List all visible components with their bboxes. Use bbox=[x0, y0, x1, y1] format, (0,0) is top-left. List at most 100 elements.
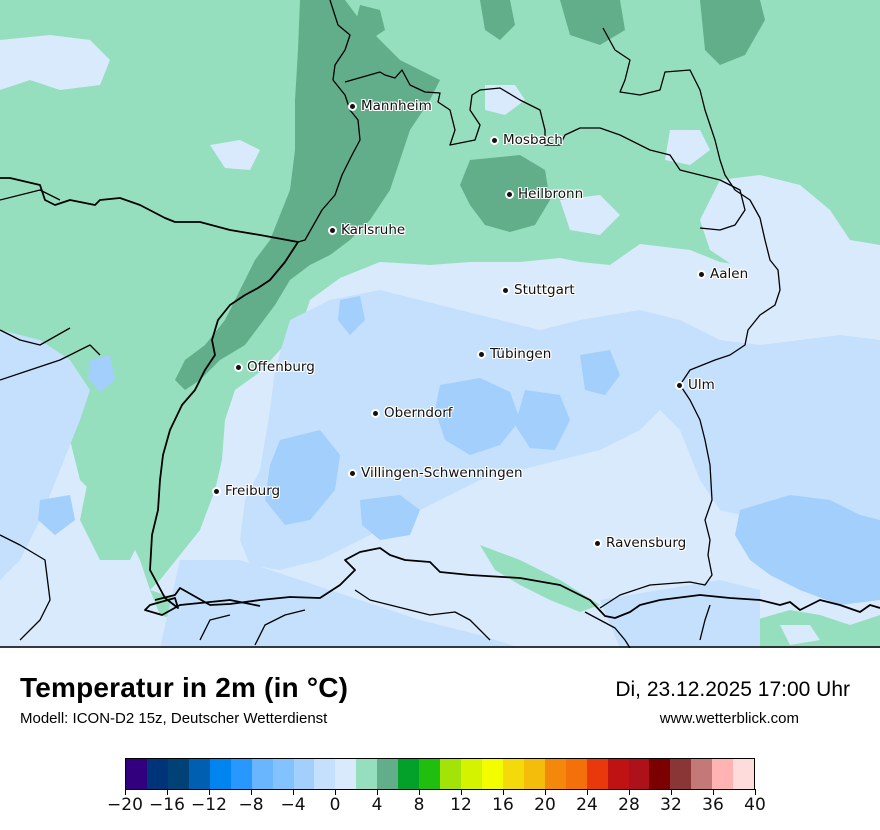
city-marker-icon bbox=[214, 488, 219, 494]
colorbar-bin bbox=[251, 759, 273, 789]
colorbar-tick-label: 28 bbox=[618, 795, 640, 815]
city-marker-icon bbox=[503, 287, 508, 293]
colorbar-bin bbox=[712, 759, 734, 789]
colorbar-bin bbox=[523, 759, 545, 789]
colorbar-tick-label: −12 bbox=[191, 795, 227, 815]
city-label: Mannheim bbox=[350, 98, 432, 114]
colorbar-bin bbox=[230, 759, 252, 789]
colorbar-bin bbox=[733, 759, 755, 789]
colorbar-tick-label: 32 bbox=[660, 795, 682, 815]
city-marker-icon bbox=[350, 103, 355, 109]
colorbar-tick-label: 20 bbox=[534, 795, 556, 815]
colorbar-bin bbox=[544, 759, 566, 789]
colorbar-tick bbox=[712, 789, 714, 795]
colorbar-bin bbox=[356, 759, 378, 789]
colorbar-bin bbox=[272, 759, 294, 789]
website-link[interactable]: www.wetterblick.com bbox=[659, 710, 799, 727]
colorbar-bin bbox=[565, 759, 587, 789]
forecast-datetime: Di, 23.12.2025 17:00 Uhr bbox=[615, 678, 850, 701]
colorbar-bin bbox=[419, 759, 441, 789]
map-layers bbox=[0, 0, 880, 648]
colorbar-bin bbox=[314, 759, 336, 789]
border-switzerland bbox=[154, 547, 880, 619]
colorbar-tick bbox=[208, 789, 210, 795]
city-marker-icon bbox=[479, 351, 484, 357]
city-label: Karlsruhe bbox=[330, 222, 405, 238]
city-label: Ravensburg bbox=[595, 535, 686, 551]
city-label: Villingen-Schwenningen bbox=[350, 465, 523, 481]
colorbar-bin bbox=[377, 759, 399, 789]
colorbar-bin bbox=[440, 759, 461, 789]
city-label: Oberndorf bbox=[373, 405, 453, 421]
colorbar-tick-label: 12 bbox=[450, 795, 472, 815]
zone-4-6-rhine bbox=[175, 0, 440, 390]
city-label: Mosbach bbox=[492, 132, 563, 148]
border-bavaria-bw bbox=[599, 27, 781, 609]
colorbar-bin bbox=[209, 759, 231, 789]
colorbar-tick-label: 4 bbox=[371, 795, 383, 815]
colorbar-bin bbox=[126, 759, 147, 789]
city-marker-icon bbox=[677, 382, 682, 388]
map-title: Temperatur in 2m (in °C) bbox=[20, 672, 349, 703]
colorbar-tick bbox=[418, 789, 420, 795]
border-hesse-bw bbox=[344, 69, 746, 231]
colorbar-tick-label: 16 bbox=[492, 795, 514, 815]
zone-minus4-minus2 bbox=[435, 378, 520, 455]
colorbar-bin bbox=[628, 759, 650, 789]
colorbar bbox=[125, 758, 755, 790]
border-rhine-north bbox=[297, 0, 361, 243]
colorbar-tick-label: −16 bbox=[149, 795, 185, 815]
colorbar-bin bbox=[146, 759, 168, 789]
city-marker-icon bbox=[373, 410, 378, 416]
colorbar-tick bbox=[292, 789, 294, 795]
city-marker-icon bbox=[492, 137, 497, 143]
colorbar-bin bbox=[670, 759, 692, 789]
colorbar-bin bbox=[188, 759, 210, 789]
colorbar-tick-label: 24 bbox=[576, 795, 598, 815]
colorbar-tick bbox=[166, 789, 168, 795]
city-label: Ulm bbox=[677, 377, 715, 393]
colorbar-bin bbox=[481, 759, 503, 789]
colorbar-tick-label: 8 bbox=[413, 795, 425, 815]
colorbar-tick bbox=[502, 789, 504, 795]
colorbar-bin bbox=[461, 759, 482, 789]
city-label: Stuttgart bbox=[503, 282, 575, 298]
city-label: Freiburg bbox=[214, 483, 280, 499]
colorbar-bin bbox=[691, 759, 713, 789]
colorbar-tick-label: −4 bbox=[280, 795, 306, 815]
city-marker-icon bbox=[236, 364, 241, 370]
city-marker-icon bbox=[699, 271, 704, 277]
colorbar-tick bbox=[670, 789, 672, 795]
city-marker-icon bbox=[350, 470, 355, 476]
colorbar-tick bbox=[586, 789, 588, 795]
temperature-map[interactable]: Mannheim Mosbach Heilbronn Karlsruhe Aal… bbox=[0, 0, 880, 648]
colorbar-bin bbox=[586, 759, 608, 789]
colorbar-bin bbox=[167, 759, 189, 789]
colorbar-tick-label: 0 bbox=[329, 795, 341, 815]
colorbar-tick-label: −8 bbox=[238, 795, 264, 815]
model-source: Modell: ICON-D2 15z, Deutscher Wetterdie… bbox=[20, 710, 328, 727]
colorbar-tick bbox=[754, 789, 756, 795]
colorbar-tick bbox=[628, 789, 630, 795]
colorbar-bin bbox=[335, 759, 357, 789]
city-marker-icon bbox=[507, 191, 512, 197]
colorbar-bin bbox=[293, 759, 315, 789]
colorbar-tick bbox=[460, 789, 462, 795]
colorbar-bin bbox=[502, 759, 524, 789]
colorbar-bin bbox=[607, 759, 629, 789]
colorbar-tick bbox=[376, 789, 378, 795]
colorbar-tick bbox=[250, 789, 252, 795]
border-france-germany bbox=[0, 177, 299, 616]
city-label: Tübingen bbox=[479, 346, 551, 362]
colorbar-tick bbox=[124, 789, 126, 795]
colorbar-tick-label: 40 bbox=[744, 795, 766, 815]
city-label: Offenburg bbox=[236, 359, 315, 375]
colorbar-bin bbox=[649, 759, 671, 789]
colorbar-tick-label: −20 bbox=[107, 795, 143, 815]
colorbar-ticks: −20 −16 −12 −8 −4 0 4 8 12 16 20 24 28 32 36 40 bbox=[107, 789, 766, 819]
colorbar-bin bbox=[398, 759, 420, 789]
city-label: Aalen bbox=[699, 266, 748, 282]
colorbar-tick bbox=[334, 789, 336, 795]
colorbar-tick-label: 36 bbox=[702, 795, 724, 815]
city-marker-icon bbox=[330, 227, 335, 233]
